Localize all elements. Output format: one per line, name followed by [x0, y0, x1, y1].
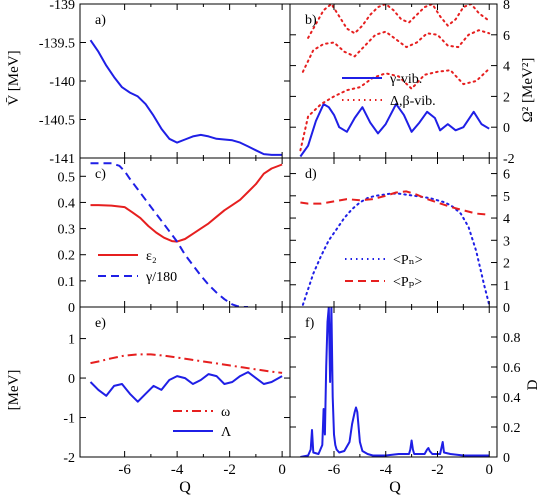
- x-tick-label: 0: [485, 462, 493, 478]
- legend-label: <Pₚ>: [393, 275, 422, 290]
- x-tick-label: -6: [328, 462, 341, 478]
- legend: ωΛ: [173, 405, 232, 440]
- x-tick-label: -4: [379, 462, 392, 478]
- y-tick-label: 6: [503, 29, 510, 44]
- panel-label: a): [95, 13, 106, 28]
- y-tick-label: 0.4: [503, 391, 521, 406]
- y-axis-label-a: V̄ [MeV]: [6, 50, 22, 105]
- y-tick-label: 0: [68, 301, 75, 316]
- y-tick-label: 0.6: [503, 361, 521, 376]
- y-tick-label: 1: [68, 333, 75, 348]
- legend-label: γ/180: [145, 270, 177, 285]
- series-line-series: [90, 163, 283, 243]
- x-tick-label: 0: [278, 462, 286, 478]
- panel-c-deformation-plot: 0 0.1 0.2 0.3 0.4 0.5 c) ε₂ γ/180: [58, 157, 291, 316]
- y-tick-label: -2: [63, 451, 75, 466]
- series-line-series: [89, 371, 283, 403]
- series-line-180: [90, 162, 248, 307]
- y-tick-label: 0.2: [503, 421, 521, 436]
- x-tick-label: -4: [171, 462, 184, 478]
- legend-label: ε₂: [146, 249, 157, 264]
- series-line-curve-1: [300, 307, 490, 457]
- y-tick-label: 0.8: [503, 331, 521, 346]
- y-tick-label: -2: [503, 152, 515, 167]
- y-tick-label: -139.5: [39, 37, 75, 52]
- y-tick-label: -141: [49, 152, 75, 167]
- y-tick-label: 0.4: [58, 196, 76, 211]
- series-line-p: [300, 190, 490, 216]
- x-tick-label: -2: [431, 462, 444, 478]
- y-axis-label-e: [MeV]: [6, 370, 22, 411]
- x-axis-label-left: Q: [179, 479, 191, 496]
- y-tick-label: 3: [503, 234, 510, 249]
- y-tick-label: 0: [503, 121, 510, 136]
- y-tick-label: 1: [503, 279, 510, 294]
- legend: ε₂ γ/180: [98, 249, 177, 285]
- y-tick-label: -140: [49, 75, 75, 90]
- x-tick-label: -6: [118, 462, 131, 478]
- legend-label: <Pₙ>: [393, 253, 423, 268]
- y-tick-label: -139: [49, 0, 75, 13]
- y-axis-label-f: D: [525, 379, 541, 390]
- y-tick-label: 8: [503, 0, 510, 13]
- series-line-vib: [299, 103, 490, 158]
- series-line-curve-3: [301, 29, 491, 73]
- panel-frame: [289, 306, 498, 458]
- series-line-series: [90, 353, 283, 374]
- y-tick-label: -1: [63, 412, 75, 427]
- legend: <Pₙ> <Pₚ>: [345, 253, 423, 290]
- panel-label: f): [305, 316, 315, 331]
- y-tick-label: 0: [503, 301, 510, 316]
- legend-label: ω: [221, 405, 230, 420]
- y-tick-label: 0.1: [58, 275, 76, 290]
- y-tick-label: 0.2: [58, 249, 76, 264]
- y-tick-label: 0: [503, 451, 510, 466]
- series-line-vib: [299, 67, 491, 152]
- legend-label: Δ,β-vib.: [390, 94, 436, 109]
- panel-e-energy-plot: -6 -4 -2 0 -2 -1 0 1 e) ωΛ: [63, 306, 291, 478]
- y-tick-label: 0.5: [58, 170, 76, 185]
- panel-label: b): [305, 13, 317, 28]
- y-tick-label: 4: [503, 60, 510, 75]
- x-tick-label: -2: [223, 462, 236, 478]
- legend: γ-vib. Δ,β-vib.: [342, 72, 436, 109]
- y-tick-label: 2: [503, 257, 510, 272]
- legend-label: γ-vib.: [389, 72, 422, 87]
- y-tick-label: 5: [503, 190, 510, 205]
- y-axis-label-b: Ω² [MeV²]: [520, 58, 536, 123]
- series-line-curve-1: [89, 39, 283, 156]
- y-tick-label: 0.3: [58, 223, 76, 238]
- legend-label: Λ: [221, 425, 232, 440]
- panel-label: c): [95, 167, 106, 182]
- x-axis-label-right: Q: [389, 479, 401, 496]
- panel-f-d-plot: -6 -4 -2 00 0.2 0.4 0.6 0.8 f): [289, 306, 521, 478]
- y-tick-label: 6: [503, 168, 510, 183]
- y-tick-label: 0: [68, 372, 75, 387]
- y-tick-label: -140.5: [39, 114, 75, 129]
- panel-d-pairing-plot: 0 1 2 3 4 5 6 d) <Pₙ> <Pₚ>: [289, 157, 510, 316]
- y-tick-label: 2: [503, 90, 510, 105]
- y-tick-label: 4: [503, 212, 510, 227]
- series-line-curve-4: [307, 4, 491, 39]
- panel-label: e): [95, 316, 106, 331]
- panel-label: d): [305, 167, 317, 182]
